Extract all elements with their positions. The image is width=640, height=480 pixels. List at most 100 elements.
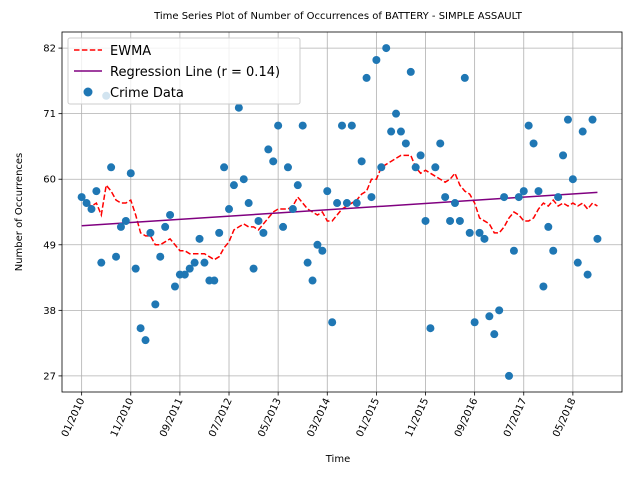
data-point [92,187,101,196]
data-point [382,44,391,53]
data-point [406,67,415,76]
data-point [328,318,337,327]
data-point [279,222,288,231]
x-tick-label: 01/2010 [60,397,88,439]
data-point [573,258,582,267]
data-point [568,175,577,184]
data-point [372,56,381,65]
data-point [529,139,538,148]
data-point [362,73,371,82]
y-tick-label: 27 [43,371,56,382]
x-tick-label: 01/2015 [355,397,383,439]
data-point [514,193,523,202]
data-point [431,163,440,172]
data-point [87,205,96,214]
data-point [455,216,464,225]
data-point [249,264,258,273]
data-point [554,193,563,202]
x-tick-label: 09/2011 [158,397,186,439]
x-tick-label: 11/2010 [109,397,137,439]
data-point [563,115,572,124]
data-point [446,216,455,225]
x-tick-label: 03/2014 [305,397,333,439]
data-point [200,258,209,267]
data-point [583,270,592,279]
data-point [367,193,376,202]
data-point [313,240,322,249]
data-point [593,234,602,243]
data-point [283,163,292,172]
data-point [77,193,86,202]
x-axis-label: Time [325,454,350,465]
data-point [210,276,219,285]
data-point [293,181,302,190]
legend-box [67,37,301,105]
data-point [392,109,401,118]
series-line [81,191,598,227]
data-point [259,228,268,237]
y-axis-label: Number of Occurrences [14,153,25,272]
data-point [303,258,312,267]
data-point [509,246,518,255]
data-point [97,258,106,267]
data-point [342,199,351,208]
chart-title: Time Series Plot of Number of Occurrence… [153,11,523,22]
data-point [308,276,317,285]
data-point [318,246,327,255]
legend-label: EWMA [110,44,151,59]
legend-label: Regression Line (r = 0.14) [110,65,280,80]
data-point [387,127,396,136]
data-point [534,187,543,196]
data-point [166,210,175,219]
data-point [244,199,253,208]
data-point [82,199,91,208]
data-point [234,103,243,112]
y-tick-label: 60 [43,175,56,186]
data-point [578,127,587,136]
legend-swatch [83,87,93,97]
legend: EWMA Regression Line (r = 0.14) Crime Data [67,37,301,105]
y-tick-label: 49 [43,240,56,251]
data-point [480,234,489,243]
data-point [544,222,553,231]
data-point [539,282,548,291]
data-point [490,330,499,339]
plot-frame [61,31,623,393]
y-tick-label: 82 [43,44,56,55]
data-point [500,193,509,202]
data-point [485,312,494,321]
data-point [215,228,224,237]
data-point [436,139,445,148]
data-point [401,139,410,148]
y-tick-label: 71 [43,109,56,120]
data-point [519,187,528,196]
data-point [475,228,484,237]
data-point [220,163,229,172]
data-point [470,318,479,327]
data-point [465,228,474,237]
data-point [549,246,558,255]
data-point [170,282,179,291]
y-tick-label: 38 [43,306,56,317]
data-point [107,163,116,172]
data-point [254,216,263,225]
x-tick-label: 07/2012 [207,397,235,439]
data-point [338,121,346,130]
data-point [377,163,386,172]
data-point [269,157,278,166]
data-point [131,264,140,273]
data-point [185,264,194,273]
data-point [588,115,597,124]
data-point [190,258,199,267]
data-point [323,187,332,196]
data-point [421,216,430,225]
data-point [352,199,361,208]
data-point [264,145,273,154]
x-tick-label: 09/2016 [453,397,481,439]
data-point [450,199,459,208]
data-point [121,216,130,225]
data-point [298,121,307,130]
data-point [136,324,145,333]
data-point [288,205,297,214]
